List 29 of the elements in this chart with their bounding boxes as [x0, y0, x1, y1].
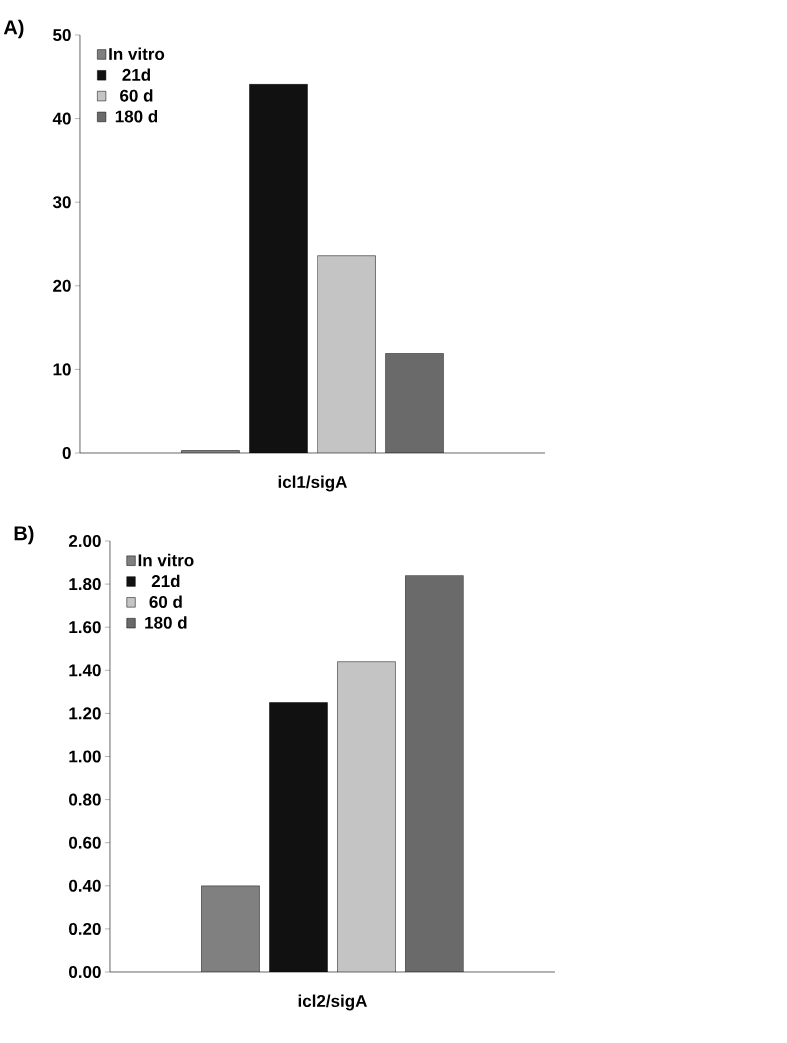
legend-label: 21d	[151, 574, 180, 588]
y-tick-label: 2.00	[68, 534, 101, 548]
y-tick-label: 20	[52, 279, 71, 292]
x-tick-label: icl1/sigA	[278, 475, 347, 492]
legend-label: 60 d	[119, 89, 153, 102]
y-tick-label: 0.80	[68, 793, 101, 806]
y-tick-label: 10	[53, 363, 71, 376]
chart-title: A)	[3, 19, 24, 39]
y-tick-label: 1.00	[69, 750, 101, 763]
y-tick-label: 50	[52, 28, 71, 42]
y-tick-label: 1.40	[69, 664, 101, 677]
y-tick-label: 30	[52, 196, 71, 209]
y-tick-label: 40	[52, 112, 71, 125]
y-tick-label: 1.20	[69, 707, 101, 720]
legend-label: In vitro	[138, 553, 194, 567]
chart-title: B)	[14, 525, 34, 545]
legend-label: In vitro	[109, 47, 164, 61]
y-tick-label: 0.00	[68, 965, 101, 979]
legend-label: 180 d	[115, 110, 157, 123]
legend-label: 21d	[122, 68, 150, 81]
y-tick-label: 1.80	[69, 578, 101, 591]
y-tick-label: 0.60	[68, 836, 101, 849]
x-tick-label: icl2/sigA	[298, 994, 367, 1011]
y-tick-label: 0	[62, 446, 71, 460]
y-tick-label: 0.20	[68, 922, 101, 935]
y-tick-label: 1.60	[69, 621, 101, 634]
legend-label: 60 d	[149, 595, 182, 608]
legend-label: 180 d	[144, 616, 187, 629]
y-tick-label: 0.40	[68, 879, 101, 892]
